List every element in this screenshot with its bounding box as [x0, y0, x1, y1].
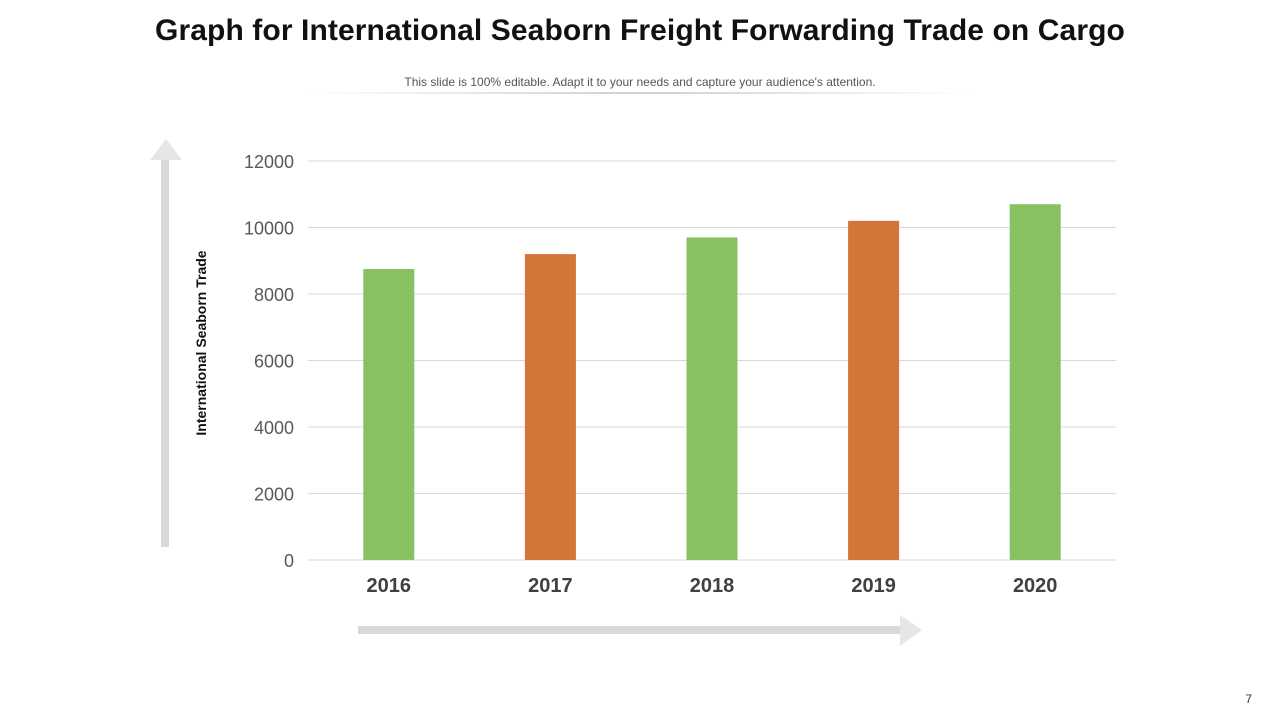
- y-tick-label: 0: [284, 551, 294, 571]
- x-tick-label: 2016: [367, 575, 412, 597]
- y-tick-label: 2000: [254, 485, 294, 505]
- horizontal-arrow-shaft: [358, 626, 903, 634]
- horizontal-arrow-head-icon: [900, 615, 922, 646]
- x-tick-labels: 2016 2017 2018 2019 2020: [367, 575, 1058, 597]
- y-tick-labels: 0 2000 4000 6000 8000 10000 12000: [244, 152, 294, 571]
- x-tick-label: 2017: [528, 575, 573, 597]
- y-tick-label: 10000: [244, 219, 294, 239]
- bar-2017: [524, 254, 576, 560]
- x-tick-label: 2019: [851, 575, 896, 597]
- slide-title: Graph for International Seaborn Freight …: [155, 14, 1125, 47]
- slide-subtitle: This slide is 100% editable. Adapt it to…: [404, 75, 876, 89]
- y-tick-label: 6000: [254, 352, 294, 372]
- subtitle-divider: [305, 92, 975, 94]
- bar-2020: [1009, 204, 1061, 560]
- axis-arrows: [150, 139, 922, 646]
- y-tick-label: 8000: [254, 285, 294, 305]
- bars: [363, 204, 1061, 560]
- vertical-arrow-shaft: [161, 158, 169, 547]
- y-axis-label: International Seaborn Trade: [193, 250, 209, 435]
- bar-2019: [848, 220, 900, 560]
- x-tick-label: 2020: [1013, 575, 1058, 597]
- y-tick-label: 12000: [244, 152, 294, 172]
- bar-2018: [686, 237, 738, 560]
- page-number: 7: [1245, 692, 1252, 706]
- vertical-arrow-head-icon: [150, 139, 182, 160]
- x-tick-label: 2018: [690, 575, 735, 597]
- bar-2016: [363, 269, 415, 560]
- y-tick-label: 4000: [254, 418, 294, 438]
